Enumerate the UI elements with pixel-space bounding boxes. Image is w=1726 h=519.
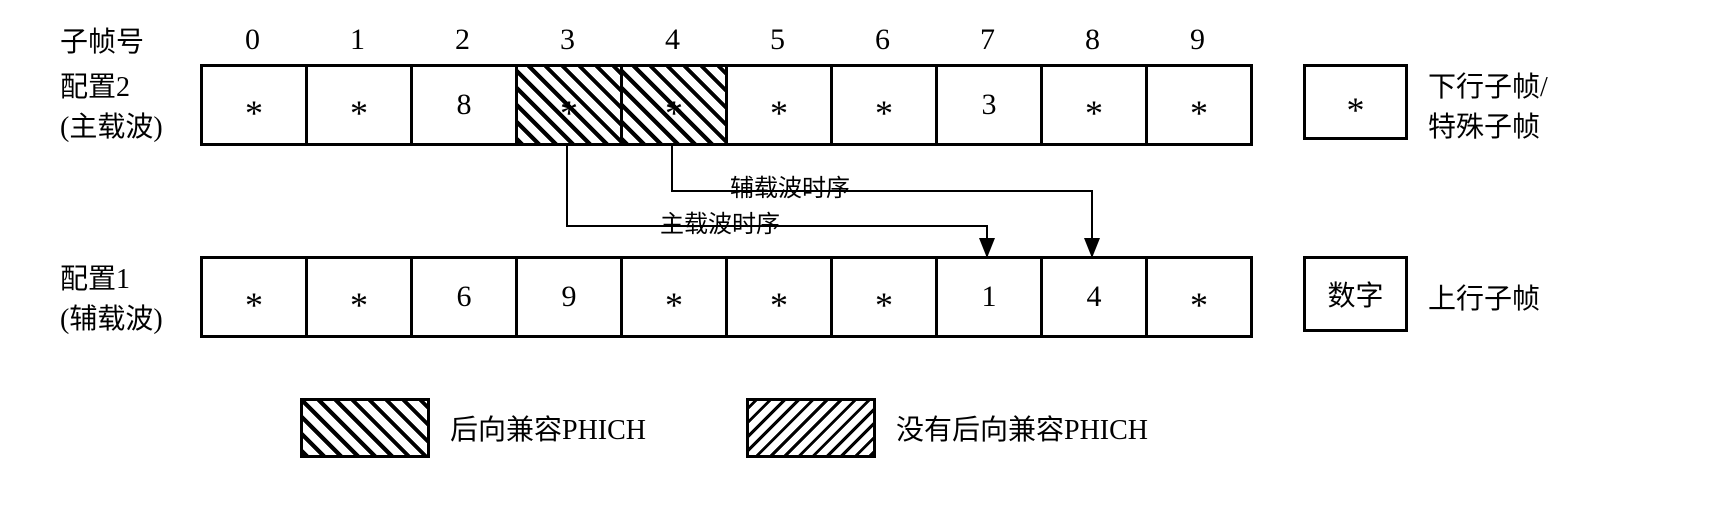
back-compat-phich-swatch <box>300 398 430 458</box>
subframe-cell-value: 8 <box>457 88 472 122</box>
subframe-cell: 1 <box>938 259 1043 335</box>
primary-timing-label: 主载波时序 <box>660 204 780 239</box>
subframe-header-label: 子帧号 <box>40 20 200 60</box>
subframe-cell: * <box>203 67 308 143</box>
timing-diagram: 子帧号 0 1 2 3 4 5 6 7 8 9 配置2 (主载波) **8***… <box>40 20 1680 458</box>
subframe-num: 2 <box>410 23 515 57</box>
subframe-cell-value: 4 <box>1087 280 1102 314</box>
config1-label: 配置1 (辅载波) <box>40 256 200 338</box>
subframe-cell: 8 <box>413 67 518 143</box>
config2-cells: **8****3** <box>200 64 1253 146</box>
subframe-cell: * <box>833 67 938 143</box>
subframe-cell: * <box>728 67 833 143</box>
subframe-num: 9 <box>1145 23 1250 57</box>
subframe-cell: * <box>623 259 728 335</box>
subframe-num: 1 <box>305 23 410 57</box>
config2-row: 配置2 (主载波) **8****3** * 下行子帧/ 特殊子帧 <box>40 64 1680 146</box>
subframe-cell-value: 3 <box>982 88 997 122</box>
subframe-num: 5 <box>725 23 830 57</box>
subframe-cell: 6 <box>413 259 518 335</box>
config2-label-line2: (主载波) <box>60 105 163 145</box>
subframe-num: 3 <box>515 23 620 57</box>
subframe-cell: * <box>308 259 413 335</box>
arrow-region: 辅载波时序 主载波时序 <box>40 146 1680 256</box>
downlink-legend-box: * <box>1303 64 1408 140</box>
config1-label-line2: (辅载波) <box>60 297 163 337</box>
subframe-num: 6 <box>830 23 935 57</box>
downlink-legend-line2: 特殊子帧 <box>1428 105 1548 145</box>
subframe-cell: * <box>308 67 413 143</box>
uplink-legend-box: 数字 <box>1303 256 1408 332</box>
subframe-num: 7 <box>935 23 1040 57</box>
no-back-compat-phich-swatch <box>746 398 876 458</box>
subframe-header: 子帧号 0 1 2 3 4 5 6 7 8 9 <box>40 20 1680 60</box>
downlink-legend-line1: 下行子帧/ <box>1428 65 1548 105</box>
uplink-legend-label: 上行子帧 <box>1428 256 1540 338</box>
subframe-cell: * <box>1148 259 1253 335</box>
subframe-cell: 4 <box>1043 259 1148 335</box>
config1-label-line1: 配置1 <box>60 257 130 297</box>
uplink-legend-glyph: 数字 <box>1327 274 1383 314</box>
no-back-compat-phich-label: 没有后向兼容PHICH <box>896 408 1148 448</box>
subframe-numbers: 0 1 2 3 4 5 6 7 8 9 <box>200 23 1250 57</box>
subframe-cell: * <box>1148 67 1253 143</box>
subframe-num: 0 <box>200 23 305 57</box>
secondary-timing-label: 辅载波时序 <box>730 168 850 203</box>
subframe-num: 4 <box>620 23 725 57</box>
uplink-legend-text: 上行子帧 <box>1428 277 1540 317</box>
downlink-legend-label: 下行子帧/ 特殊子帧 <box>1428 64 1548 146</box>
subframe-cell: * <box>623 67 728 143</box>
phich-legend: 后向兼容PHICH 没有后向兼容PHICH <box>300 398 1680 458</box>
subframe-cell: 3 <box>938 67 1043 143</box>
subframe-cell-value: 9 <box>562 280 577 314</box>
subframe-cell: * <box>728 259 833 335</box>
subframe-cell-value: 6 <box>457 280 472 314</box>
subframe-cell: * <box>518 67 623 143</box>
config1-row: 配置1 (辅载波) **69***14* 数字 上行子帧 <box>40 256 1680 338</box>
config2-label: 配置2 (主载波) <box>40 64 200 146</box>
config2-label-line1: 配置2 <box>60 65 130 105</box>
subframe-num: 8 <box>1040 23 1145 57</box>
subframe-cell: 9 <box>518 259 623 335</box>
subframe-cell: * <box>833 259 938 335</box>
subframe-cell: * <box>1043 67 1148 143</box>
config1-cells: **69***14* <box>200 256 1253 338</box>
subframe-cell-value: 1 <box>982 280 997 314</box>
back-compat-phich-label: 后向兼容PHICH <box>450 408 646 448</box>
subframe-cell: * <box>203 259 308 335</box>
